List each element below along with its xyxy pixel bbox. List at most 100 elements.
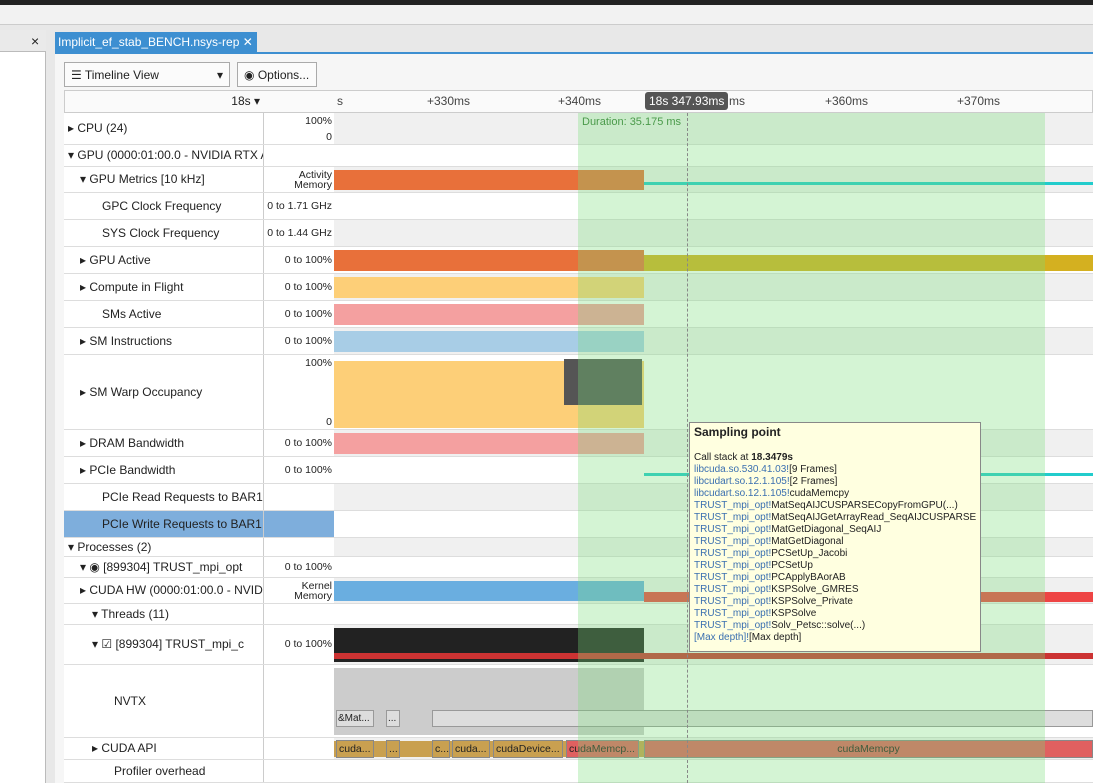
track-lane — [334, 167, 1093, 193]
expander[interactable]: ▾ ◉ — [80, 559, 104, 574]
track-label: ▾ ☑ [899304] TRUST_mpi_c — [92, 637, 287, 651]
column-divider — [263, 328, 264, 354]
track-scale: 100% — [305, 357, 332, 369]
track-row[interactable]: ▾ ◉ [899304] TRUST_mpi_opt 0 to 100% — [64, 557, 334, 578]
track-row[interactable]: ▸ SM Instructions 0 to 100% — [64, 328, 334, 355]
expander[interactable]: ▸ — [80, 279, 90, 294]
cuda-api-call[interactable]: c... — [432, 740, 450, 758]
track-scale: Memory — [294, 179, 332, 191]
track-row[interactable]: ▸ SM Warp Occupancy 100% 0 — [64, 355, 334, 430]
column-divider — [263, 625, 264, 664]
track-label: ▾ GPU (0000:01:00.0 - NVIDIA RTX A — [68, 148, 263, 162]
expander[interactable]: ▸ — [80, 462, 90, 477]
tab[interactable]: Implicit_ef_stab_BENCH.nsys-rep ✕ — [55, 32, 257, 52]
ruler-tick: s — [337, 94, 343, 108]
expander[interactable]: ▾ — [92, 606, 102, 621]
call-stack-label: Call stack at — [694, 452, 752, 463]
frame-lib: TRUST_mpi_opt! — [694, 500, 772, 511]
stack-frame: TRUST_mpi_opt!MatGetDiagonal_SeqAIJ — [694, 524, 976, 536]
track-name: [899304] TRUST_mpi_c — [115, 637, 244, 651]
track-scale: 0 to 1.44 GHz — [267, 226, 332, 239]
track-name: NVTX — [114, 693, 147, 708]
track-name: SM Warp Occupancy — [89, 384, 203, 399]
track-name: Compute in Flight — [89, 279, 184, 294]
cursor-label: 18s 347.93ms — [645, 92, 729, 110]
expander[interactable] — [92, 517, 102, 531]
track-scale: 0 — [326, 131, 332, 143]
cuda-api-call[interactable]: cuda... — [452, 740, 490, 758]
cuda-api-call[interactable]: cudaMemcpy — [644, 740, 1093, 758]
expander[interactable] — [104, 694, 114, 708]
track-row[interactable]: ▸ CPU (24) 100% 0 — [64, 113, 334, 145]
track-row[interactable]: ▾ Threads (11) — [64, 604, 334, 625]
expander[interactable]: ▸ — [80, 252, 90, 267]
cuda-api-call[interactable]: ... — [386, 740, 400, 758]
expander[interactable] — [92, 307, 102, 321]
expander[interactable]: ▾ ☑ — [92, 637, 116, 651]
expander[interactable]: ▸ — [80, 384, 90, 399]
track-row[interactable]: ▾ GPU (0000:01:00.0 - NVIDIA RTX A — [64, 145, 334, 167]
track-row[interactable]: NVTX — [64, 665, 334, 738]
cuda-api-call[interactable]: cudaMemcp... — [566, 740, 639, 758]
track-label: PCIe Read Requests to BAR1 — [92, 490, 287, 504]
stack-frame: TRUST_mpi_opt!MatGetDiagonal — [694, 536, 976, 548]
track-row[interactable]: ▸ Compute in Flight 0 to 100% — [64, 274, 334, 301]
track-name: CUDA API — [101, 741, 157, 755]
track-scale: 0 — [326, 416, 332, 428]
options-button[interactable]: ◉ Options... — [237, 62, 317, 87]
track-row[interactable]: GPC Clock Frequency 0 to 1.71 GHz — [64, 193, 334, 220]
track-scale: 0 to 100% — [284, 334, 332, 347]
track-row[interactable]: ▸ CUDA HW (0000:01:00.0 - NVID Kernel Memo… — [64, 578, 334, 604]
column-divider — [263, 301, 264, 327]
track-name: CUDA HW (0000:01:00.0 - NVID — [89, 583, 263, 597]
expander[interactable] — [92, 226, 102, 240]
track-row[interactable]: SMs Active 0 to 100% — [64, 301, 334, 328]
track-label: ▾ GPU Metrics [10 kHz] — [80, 172, 275, 186]
nvtx-range[interactable]: &Mat... — [336, 710, 374, 727]
ruler-tick: +370ms — [957, 94, 1001, 108]
expander[interactable]: ▾ — [68, 148, 78, 162]
frame-func: [Max depth] — [749, 632, 802, 643]
expander[interactable] — [104, 764, 114, 778]
track-scale: 0 to 100% — [284, 253, 332, 266]
column-divider — [263, 511, 264, 537]
frame-lib: TRUST_mpi_opt! — [694, 512, 772, 523]
track-row[interactable]: ▸ PCIe Bandwidth 0 to 100% — [64, 457, 334, 484]
track-lane — [334, 113, 1093, 145]
column-divider — [263, 430, 264, 456]
track-row[interactable]: PCIe Write Requests to BAR1 — [64, 511, 334, 538]
track-lane — [334, 301, 1093, 328]
track-row[interactable]: ▸ CUDA API — [64, 738, 334, 760]
expander[interactable]: ▾ — [68, 539, 78, 554]
cuda-api-call[interactable]: cudaDevice... — [493, 740, 563, 758]
stack-frame: TRUST_mpi_opt!PCApplyBAorAB — [694, 572, 976, 584]
track-row[interactable]: ▸ GPU Active 0 to 100% — [64, 247, 334, 274]
expander[interactable]: ▸ — [68, 121, 78, 135]
track-row[interactable]: Profiler overhead — [64, 760, 334, 783]
expander[interactable]: ▸ — [80, 333, 90, 348]
expander[interactable]: ▸ — [80, 583, 90, 597]
track-label: ▸ CUDA API — [92, 741, 287, 755]
track-lane — [334, 193, 1093, 220]
view-select[interactable]: ☰ Timeline View ▾ — [64, 62, 230, 87]
expander[interactable] — [92, 199, 102, 213]
cuda-api-call[interactable]: cuda... — [336, 740, 374, 758]
track-row[interactable]: SYS Clock Frequency 0 to 1.44 GHz — [64, 220, 334, 247]
expander[interactable] — [92, 490, 102, 504]
expander[interactable]: ▸ — [92, 741, 102, 755]
track-name: GPC Clock Frequency — [102, 198, 222, 213]
cursor-line — [687, 113, 688, 783]
track-row[interactable]: PCIe Read Requests to BAR1 — [64, 484, 334, 511]
track-row[interactable]: ▸ DRAM Bandwidth 0 to 100% — [64, 430, 334, 457]
column-divider — [263, 220, 264, 246]
column-divider — [263, 578, 264, 603]
expander[interactable]: ▸ — [80, 435, 90, 450]
frame-func: KSPSolve_Private — [771, 596, 853, 607]
track-row[interactable]: ▾ ☑ [899304] TRUST_mpi_c 0 to 100% — [64, 625, 334, 665]
track-lane — [334, 328, 1093, 355]
track-row[interactable]: ▾ Processes (2) — [64, 538, 334, 557]
frame-func: KSPSolve_GMRES — [771, 584, 859, 595]
track-row[interactable]: ▾ GPU Metrics [10 kHz] Activity Memory — [64, 167, 334, 193]
nvtx-range[interactable]: ... — [386, 710, 400, 727]
expander[interactable]: ▾ — [80, 172, 90, 186]
